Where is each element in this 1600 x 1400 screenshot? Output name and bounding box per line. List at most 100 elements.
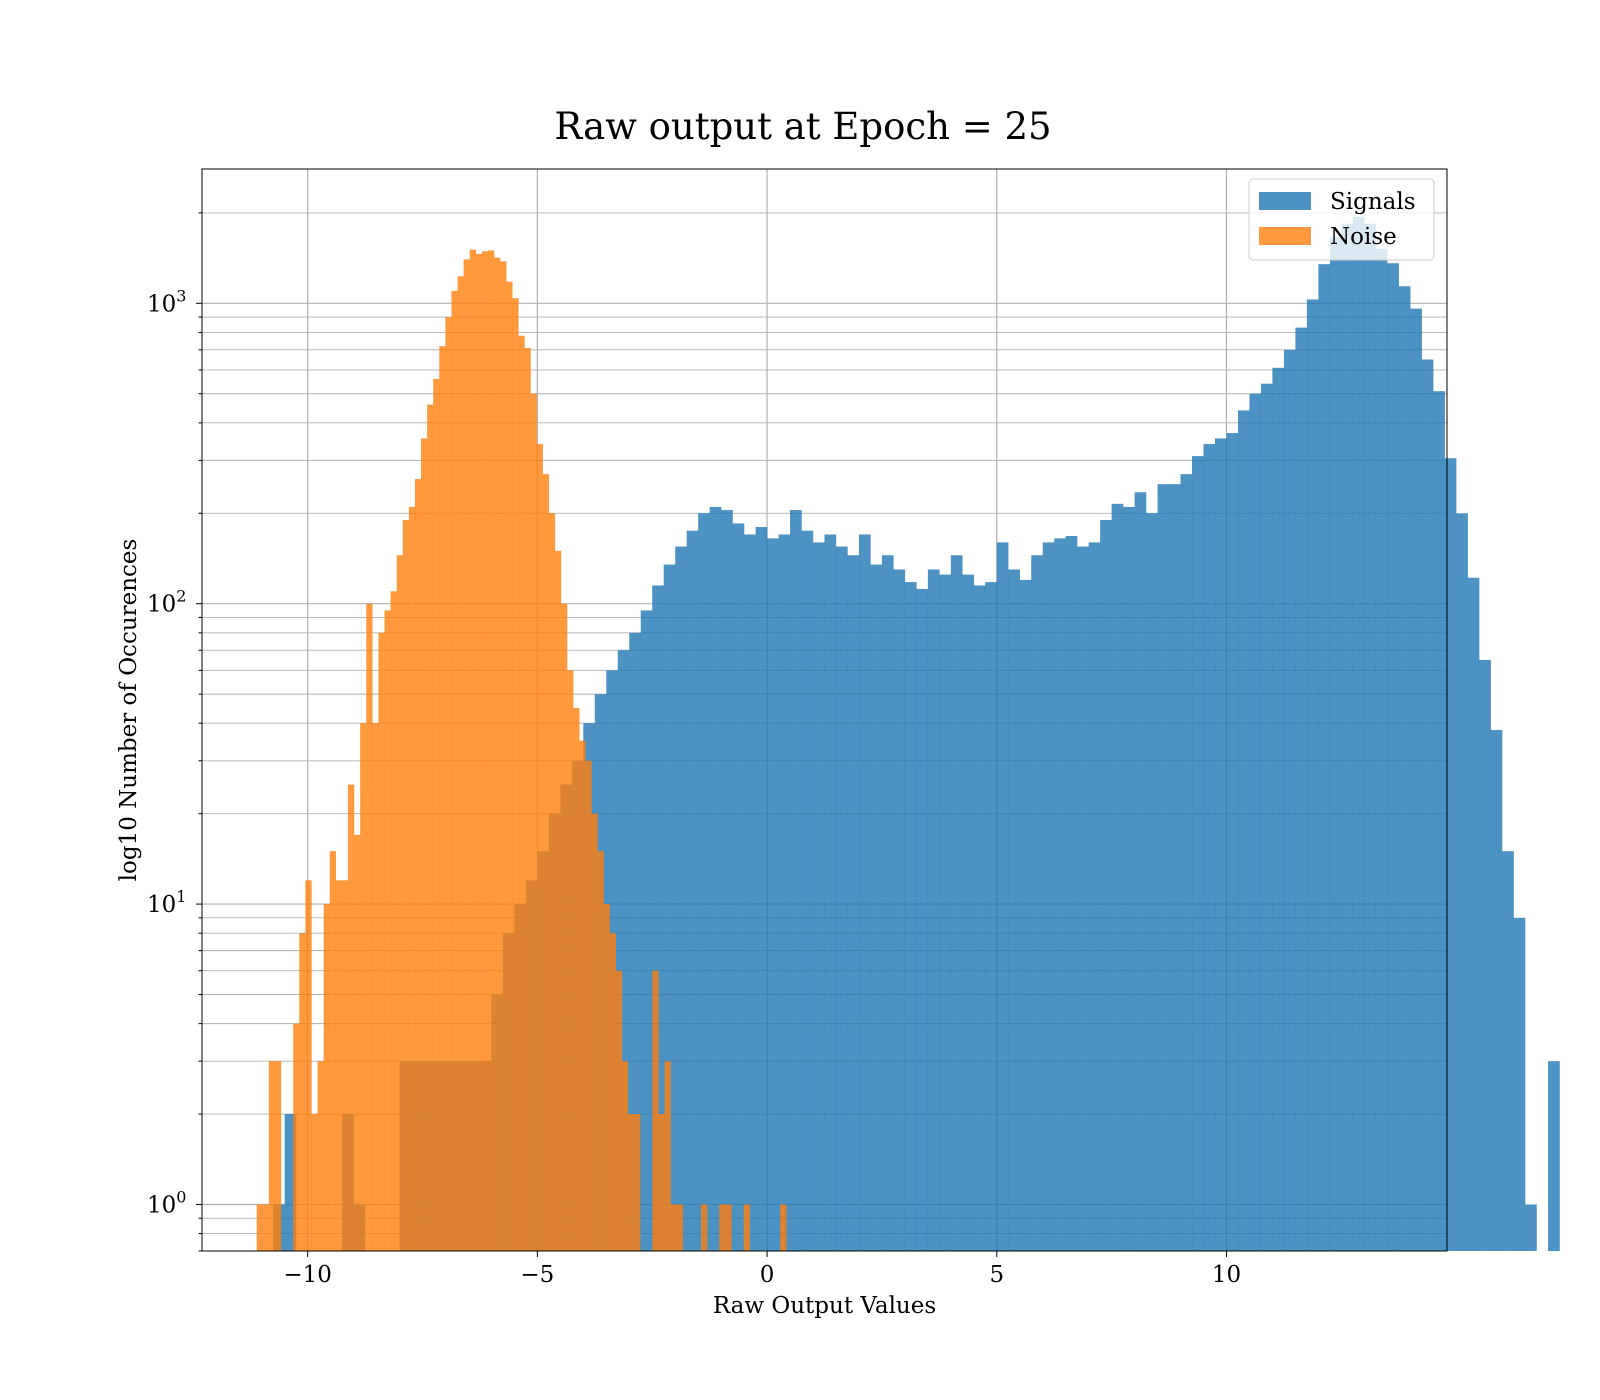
signals-bar xyxy=(1306,299,1319,1251)
noise-bar xyxy=(390,591,397,1251)
legend-swatch-signals xyxy=(1259,192,1311,210)
signals-bar xyxy=(1398,286,1411,1251)
noise-bar xyxy=(347,784,355,1251)
signals-bar xyxy=(950,555,963,1251)
noise-bar xyxy=(743,1204,750,1251)
signals-bar xyxy=(1226,433,1239,1251)
signals-bar xyxy=(916,588,929,1251)
signals-bar xyxy=(686,530,699,1251)
noise-bar xyxy=(402,519,410,1251)
noise-bar xyxy=(609,933,617,1251)
noise-bar xyxy=(366,603,373,1251)
noise-bar xyxy=(573,707,580,1251)
signals-bar xyxy=(1180,474,1193,1251)
noise-bar xyxy=(439,346,446,1251)
noise-bar xyxy=(664,1061,671,1251)
noise-bar xyxy=(354,834,361,1251)
signals-bar xyxy=(1192,456,1204,1252)
noise-bar xyxy=(719,1204,726,1251)
signals-bar xyxy=(1065,536,1078,1251)
signals-bar xyxy=(778,534,791,1251)
signals-bar xyxy=(1272,367,1285,1251)
noise-bar xyxy=(579,740,586,1251)
noise-bar xyxy=(463,259,470,1251)
noise-bar xyxy=(299,933,306,1251)
noise-bar xyxy=(676,1204,683,1251)
noise-bar xyxy=(701,1204,708,1251)
noise-bar xyxy=(427,404,434,1252)
noise-bar xyxy=(603,904,610,1251)
signals-bar xyxy=(996,542,1009,1251)
x-tick-label: 5 xyxy=(989,1262,1004,1288)
noise-bar xyxy=(585,760,592,1251)
signals-bar xyxy=(813,542,825,1251)
noise-bar xyxy=(670,1204,677,1251)
chart-title: Raw output at Epoch = 25 xyxy=(554,105,1051,148)
signals-bar xyxy=(675,546,687,1251)
noise-bar xyxy=(274,1061,282,1251)
signals-bar xyxy=(1031,555,1043,1251)
noise-bar xyxy=(481,251,489,1252)
signals-bar xyxy=(284,1114,297,1251)
legend: Signals Noise xyxy=(1248,178,1435,261)
signals-bar xyxy=(870,564,883,1251)
signals-bar xyxy=(973,585,986,1251)
signals-bar xyxy=(1203,444,1216,1251)
signals-bar xyxy=(1387,263,1399,1251)
noise-bar xyxy=(421,438,428,1251)
noise-bar xyxy=(293,1023,300,1251)
noise-bar xyxy=(335,880,343,1251)
noise-bar xyxy=(256,1204,263,1251)
noise-bar xyxy=(487,250,495,1252)
signals-bar xyxy=(927,569,940,1251)
signals-bar xyxy=(629,632,641,1251)
x-axis-ticks: −10 −5 0 5 10 xyxy=(283,1251,1241,1288)
y-tick-label: 100 xyxy=(147,1187,186,1218)
noise-bar xyxy=(384,610,391,1251)
noise-bar xyxy=(445,317,452,1251)
noise-bar xyxy=(494,257,501,1251)
y-tick-exponent: 3 xyxy=(176,286,186,305)
signals-bar xyxy=(1042,542,1055,1251)
signals-bar xyxy=(1444,458,1457,1251)
noise-bar xyxy=(725,1204,732,1251)
signals-bar xyxy=(1548,1061,1560,1251)
signals-bar xyxy=(881,555,894,1251)
noise-bar xyxy=(621,1061,629,1251)
noise-bar xyxy=(524,347,531,1251)
noise-bar xyxy=(311,1114,318,1251)
legend-label-signals: Signals xyxy=(1330,189,1416,215)
signals-bar xyxy=(904,582,917,1251)
signals-bar xyxy=(1295,327,1308,1251)
noise-bar xyxy=(305,880,312,1251)
signals-bar xyxy=(1111,503,1124,1251)
signals-bar xyxy=(732,523,745,1251)
signals-bar xyxy=(1502,851,1514,1251)
noise-bar xyxy=(652,970,659,1251)
signals-bar xyxy=(1008,569,1020,1251)
noise-bar xyxy=(317,1061,324,1251)
signals-bar xyxy=(1375,248,1388,1252)
signals-bar xyxy=(1088,542,1101,1251)
signals-bar xyxy=(1077,546,1089,1251)
signals-bar xyxy=(1237,410,1250,1252)
signals-bar xyxy=(1421,359,1434,1252)
noise-bar xyxy=(536,444,543,1251)
noise-bar xyxy=(658,1114,665,1251)
signals-bar xyxy=(640,610,653,1251)
noise-bar xyxy=(372,723,379,1251)
noise-bar xyxy=(780,1204,787,1251)
signals-bar xyxy=(1467,577,1480,1251)
x-tick-label: −5 xyxy=(520,1262,554,1288)
noise-bar xyxy=(323,904,330,1251)
noise-bar xyxy=(530,393,537,1251)
signals-bar xyxy=(1513,917,1526,1251)
signals-bar xyxy=(1054,538,1066,1251)
signals-bar xyxy=(985,582,997,1251)
y-tick-exponent: 2 xyxy=(176,587,186,606)
legend-swatch-noise xyxy=(1259,227,1311,245)
signals-bar xyxy=(1525,1204,1537,1251)
signals-bar xyxy=(1318,264,1331,1251)
legend-label-noise: Noise xyxy=(1330,224,1397,250)
